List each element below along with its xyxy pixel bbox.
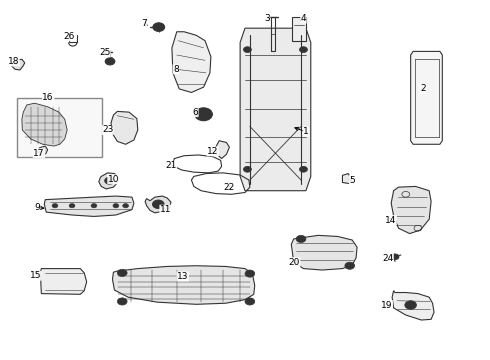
Polygon shape — [113, 266, 255, 304]
Circle shape — [122, 203, 128, 208]
Text: 19: 19 — [381, 301, 392, 310]
Polygon shape — [240, 28, 311, 191]
Circle shape — [105, 177, 115, 184]
Text: 16: 16 — [43, 93, 54, 102]
Polygon shape — [291, 235, 357, 270]
Polygon shape — [216, 141, 229, 158]
Text: 11: 11 — [160, 205, 172, 214]
Polygon shape — [411, 51, 442, 144]
Circle shape — [244, 166, 251, 172]
Circle shape — [91, 203, 97, 208]
Bar — [17, 98, 102, 157]
Text: 12: 12 — [207, 147, 219, 156]
Circle shape — [299, 47, 307, 53]
Text: 24: 24 — [382, 254, 393, 263]
Circle shape — [156, 203, 161, 206]
Text: 15: 15 — [30, 271, 41, 280]
Text: 20: 20 — [289, 258, 300, 267]
Text: 5: 5 — [349, 176, 355, 185]
Text: 23: 23 — [102, 126, 113, 135]
Circle shape — [345, 262, 355, 269]
Polygon shape — [12, 59, 25, 70]
Polygon shape — [391, 186, 431, 234]
Circle shape — [299, 166, 307, 172]
Circle shape — [153, 23, 165, 31]
Circle shape — [117, 269, 127, 276]
Circle shape — [245, 298, 255, 305]
Circle shape — [391, 254, 399, 260]
Circle shape — [117, 298, 127, 305]
Polygon shape — [145, 196, 171, 213]
Circle shape — [195, 108, 212, 121]
Polygon shape — [38, 146, 48, 156]
Text: 22: 22 — [224, 183, 235, 192]
Text: 6: 6 — [193, 108, 198, 117]
Circle shape — [244, 47, 251, 53]
Polygon shape — [172, 32, 211, 93]
Circle shape — [405, 301, 416, 309]
Text: 17: 17 — [33, 149, 45, 158]
Text: 18: 18 — [8, 57, 19, 66]
Text: 10: 10 — [108, 175, 119, 184]
Text: 13: 13 — [177, 272, 188, 281]
Polygon shape — [392, 291, 434, 320]
Text: 1: 1 — [303, 127, 309, 136]
Circle shape — [152, 200, 164, 208]
Circle shape — [200, 111, 207, 117]
Text: 9: 9 — [34, 203, 40, 212]
Text: 14: 14 — [385, 216, 396, 225]
Bar — [292, 18, 306, 41]
Polygon shape — [44, 196, 134, 216]
Polygon shape — [40, 269, 87, 294]
Text: 4: 4 — [301, 14, 306, 23]
Text: 8: 8 — [173, 65, 179, 74]
Text: 3: 3 — [264, 14, 270, 23]
Circle shape — [113, 203, 119, 208]
Circle shape — [296, 235, 306, 243]
Text: 2: 2 — [420, 84, 426, 93]
Polygon shape — [111, 111, 138, 144]
Circle shape — [245, 270, 255, 277]
Text: 21: 21 — [165, 161, 176, 170]
Text: 26: 26 — [63, 32, 75, 41]
Circle shape — [105, 58, 115, 65]
Circle shape — [52, 203, 58, 208]
Polygon shape — [99, 173, 118, 189]
Text: 7: 7 — [141, 19, 147, 28]
Polygon shape — [22, 103, 67, 146]
Text: 25: 25 — [99, 48, 110, 57]
Polygon shape — [343, 174, 351, 184]
Circle shape — [69, 203, 75, 208]
